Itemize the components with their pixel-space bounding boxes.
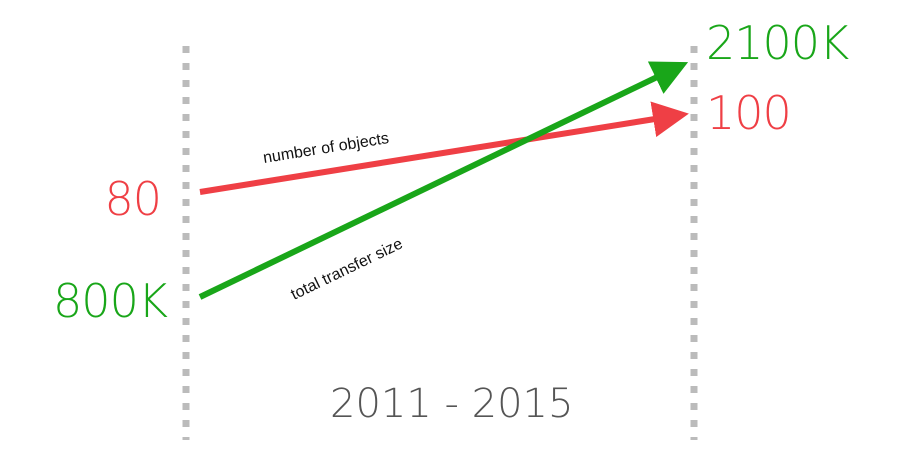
objects-arrow-caption: number of objects [262,130,390,167]
size-trend-arrow [198,61,689,300]
objects-start-value: 80 [104,172,162,226]
size-start-value: 800K [53,274,168,328]
size-end-value: 2100K [706,16,849,70]
objects-end-value: 100 [706,86,792,140]
period-label: 2011 - 2015 [330,381,574,427]
objects-trend-arrow [199,101,689,195]
